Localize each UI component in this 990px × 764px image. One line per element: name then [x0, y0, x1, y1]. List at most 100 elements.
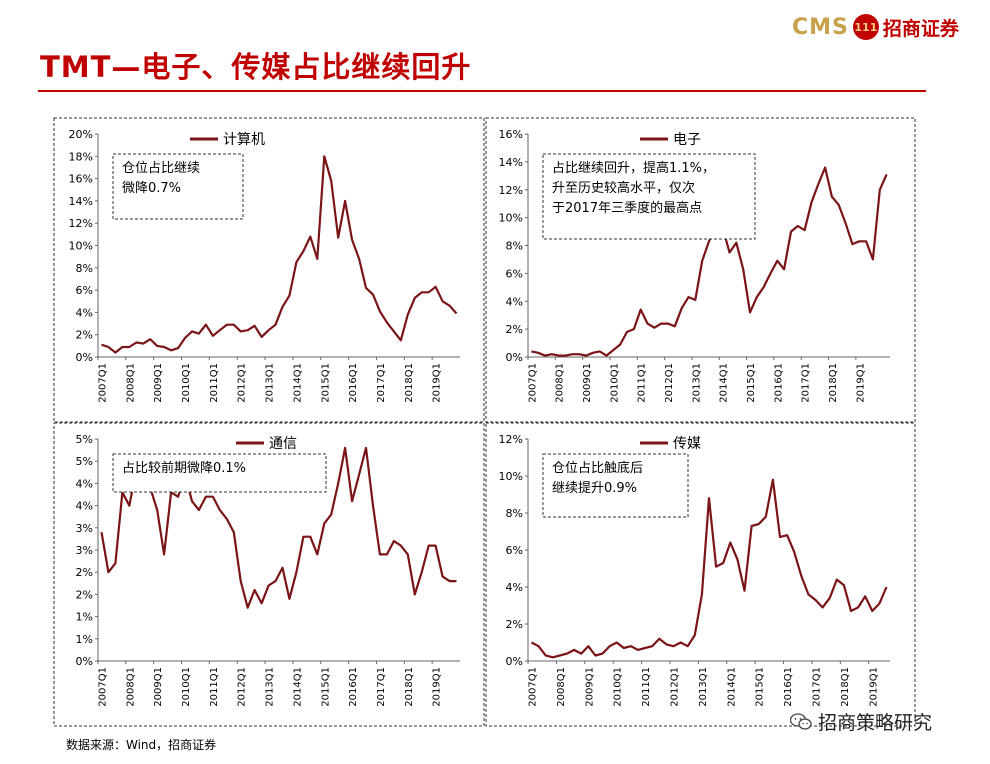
legend-label: 传媒 [673, 436, 701, 452]
series-line [531, 166, 888, 357]
logo-latin: CMS [792, 14, 849, 40]
x-tick-label: 2013Q1 [691, 363, 702, 403]
annotation-box [542, 453, 689, 518]
annotation-text: 继续提升0.9% [552, 480, 637, 496]
y-tick-label: 1% [76, 611, 93, 624]
y-tick-label: 2% [76, 566, 93, 579]
x-tick-label: 2019Q1 [432, 667, 443, 707]
annotation-text: 微降0.7% [122, 181, 181, 196]
title-divider [38, 90, 926, 92]
x-tick-label: 2019Q1 [432, 363, 443, 403]
x-tick-label: 2010Q1 [181, 363, 192, 403]
legend-label: 电子 [673, 132, 701, 148]
y-tick-label: 6% [506, 267, 523, 280]
x-tick-label: 2009Q1 [153, 363, 164, 403]
annotation-text: 升至历史较高水平，仅次 [552, 180, 695, 196]
y-tick-label: 3% [76, 522, 93, 535]
wechat-icon [790, 712, 812, 730]
x-tick-label: 2014Q1 [719, 363, 730, 403]
chart-panel-1: 0% 2% 4% 6% 8% 10% 12% 14% 16% 18% 20% 2007Q1 2008Q1… [53, 117, 485, 423]
y-tick-label: 14% [69, 195, 93, 208]
x-tick-label: 2019Q1 [868, 667, 879, 707]
y-tick-label: 12% [499, 433, 523, 446]
x-tick-label: 2009Q1 [584, 667, 595, 707]
annotation-box [542, 153, 756, 240]
logo-chinese: 招商证券 [882, 17, 959, 40]
y-tick-label: 8% [506, 240, 523, 253]
y-tick-label: 4% [506, 581, 523, 594]
x-tick-label: 2016Q1 [773, 363, 784, 403]
y-tick-label: 16% [69, 173, 93, 186]
annotation-text: 于2017年三季度的最高点 [552, 200, 702, 216]
y-tick-label: 10% [69, 240, 93, 253]
x-tick-label: 2014Q1 [292, 667, 303, 707]
y-tick-label: 0% [506, 351, 523, 364]
y-tick-label: 0% [76, 655, 93, 668]
y-tick-label: 12% [499, 184, 523, 197]
y-tick-label: 16% [499, 128, 523, 141]
x-tick-label: 2015Q1 [320, 667, 331, 707]
x-tick-label: 2008Q1 [125, 363, 136, 403]
y-tick-label: 20% [69, 128, 93, 141]
annotation-text: 仓位占比继续 [122, 161, 200, 176]
x-tick-label: 2010Q1 [181, 667, 192, 707]
panel-frame [485, 117, 916, 423]
y-tick-label: 6% [506, 544, 523, 557]
y-tick-label: 1% [76, 633, 93, 646]
y-tick-label: 14% [499, 156, 523, 169]
x-tick-label: 2013Q1 [265, 363, 276, 403]
y-tick-label: 0% [76, 351, 93, 364]
x-tick-label: 2017Q1 [376, 363, 387, 403]
y-tick-label: 8% [76, 262, 93, 275]
logo-badge-icon: 111 [852, 14, 879, 40]
chart-panel-2: 0% 2% 4% 6% 8% 10% 12% 14% 16% 2007Q1 2008Q1 2009Q1… [485, 117, 916, 423]
x-tick-label: 2011Q1 [209, 363, 220, 403]
x-tick-label: 2015Q1 [746, 363, 757, 403]
x-tick-label: 2014Q1 [292, 363, 303, 403]
y-tick-label: 2% [506, 618, 523, 631]
x-tick-label: 2019Q1 [855, 363, 866, 403]
panel-frame [485, 422, 916, 727]
x-tick-label: 2012Q1 [237, 667, 248, 707]
x-tick-label: 2007Q1 [527, 363, 538, 403]
x-tick-label: 2010Q1 [613, 667, 624, 707]
y-tick-label: 12% [69, 217, 93, 230]
x-tick-label: 2018Q1 [404, 363, 415, 403]
x-tick-label: 2008Q1 [556, 667, 567, 707]
series-line [530, 478, 888, 659]
y-tick-label: 6% [76, 284, 93, 297]
series-line [101, 155, 458, 354]
page-title: TMT—电子、传媒占比继续回升 [40, 50, 472, 84]
annotation-box [112, 453, 327, 493]
x-tick-label: 2012Q1 [237, 363, 248, 403]
x-tick-label: 2016Q1 [348, 363, 359, 403]
x-tick-label: 2009Q1 [582, 363, 593, 403]
x-tick-label: 2011Q1 [209, 667, 220, 707]
y-tick-label: 2% [506, 323, 523, 336]
x-tick-label: 2014Q1 [726, 667, 737, 707]
y-tick-label: 18% [69, 150, 93, 163]
x-tick-label: 2008Q1 [125, 667, 136, 707]
y-tick-label: 2% [76, 329, 93, 342]
y-tick-label: 10% [499, 470, 523, 483]
watermark-text: 招商策略研究 [818, 712, 933, 734]
x-tick-label: 2013Q1 [698, 667, 709, 707]
x-tick-label: 2013Q1 [265, 667, 276, 707]
panel-frame [53, 422, 485, 727]
annotation-text: 仓位占比触底后 [552, 460, 643, 476]
x-tick-label: 2017Q1 [811, 667, 822, 707]
brand-logo: CMS 111 招商证券 [792, 12, 959, 42]
y-tick-label: 4% [76, 306, 93, 319]
x-tick-label: 2010Q1 [609, 363, 620, 403]
x-tick-label: 2012Q1 [664, 363, 675, 403]
data-source-note: 数据来源：Wind，招商证券 [66, 738, 217, 752]
y-tick-label: 2% [76, 588, 93, 601]
y-tick-label: 10% [499, 212, 523, 225]
annotation-box [112, 153, 244, 220]
y-tick-label: 5% [76, 433, 93, 446]
panel-frame [53, 117, 485, 423]
y-tick-label: 0% [506, 655, 523, 668]
x-tick-label: 2015Q1 [320, 363, 331, 403]
x-tick-label: 2009Q1 [153, 667, 164, 707]
